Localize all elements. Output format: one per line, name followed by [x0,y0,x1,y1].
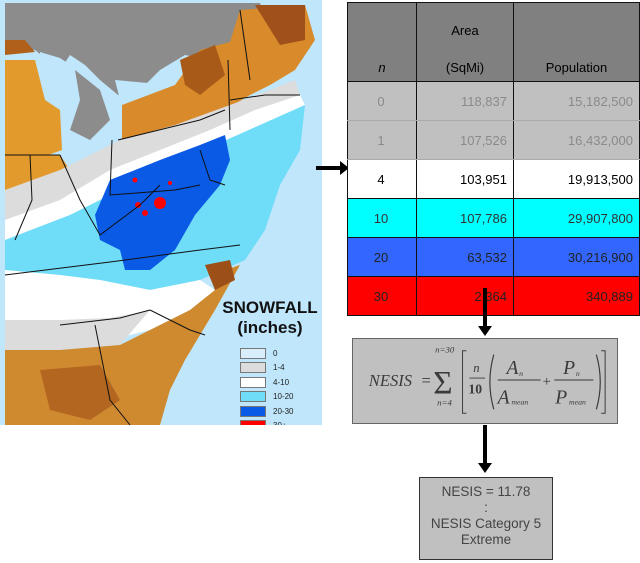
table-row: 30 2,364 340,889 [347,276,640,316]
svg-text:=: = [422,371,431,390]
nesis-formula-box: NESIS = Σ n=30 n=4 n 10 A n A mean + P n… [352,338,618,424]
svg-text:P: P [562,358,575,379]
table-row: 4 103,951 19,913,500 [347,159,640,199]
arrow-right-icon [316,161,349,175]
header-n: n [347,2,417,82]
header-population: Population [513,2,640,82]
legend-item: 0 [240,346,318,361]
table-row: 0 118,837 15,182,500 [347,81,640,121]
legend-item: 30+ [240,419,318,425]
map-graphic [4,3,315,425]
svg-text:mean: mean [511,397,528,406]
legend-item: 1-4 [240,361,318,376]
arrow-down-icon [478,425,492,473]
svg-text:n=30: n=30 [435,345,455,355]
nesis-value: NESIS = 11.78 [441,484,531,499]
svg-text:n: n [576,369,580,378]
legend-item: 20-30 [240,404,318,419]
svg-text:n=4: n=4 [437,397,452,407]
svg-text:A: A [496,387,510,408]
legend-title: SNOWFALL [222,298,318,317]
nesis-category-label: Extreme [460,532,512,547]
table-row: 20 63,532 30,216,900 [347,237,640,277]
svg-text:P: P [554,387,567,408]
legend-item: 10-20 [240,390,318,405]
legend-swatch [240,376,266,388]
legend-item: 4-10 [240,375,318,390]
svg-text:n: n [473,361,479,375]
arrow-down-icon [478,288,492,336]
svg-text:n: n [519,369,523,378]
nesis-table: n Area (SqMi) Population 0 118,837 15,18… [347,2,640,316]
legend-swatch [240,391,266,403]
table-row: 1 107,526 16,432,000 [347,120,640,160]
legend-swatch [240,420,266,425]
nesis-formula: NESIS = Σ n=30 n=4 n 10 A n A mean + P n… [368,345,606,414]
table-row: 10 107,786 29,907,800 [347,198,640,238]
legend-units: (inches) [237,318,303,337]
nesis-category: NESIS Category 5 [430,516,542,531]
table-header-row: n Area (SqMi) Population [347,2,640,82]
legend-swatch [240,347,266,359]
svg-text:10: 10 [468,382,482,397]
legend-swatch [240,405,266,417]
header-area: Area (SqMi) [416,2,514,82]
nesis-result-box: NESIS = 11.78 : NESIS Category 5 Extreme [419,477,553,560]
snowfall-legend: SNOWFALL (inches) 0 1-4 4-10 10-20 20-30… [222,298,318,425]
svg-text:A: A [504,358,518,379]
svg-text:+: + [543,374,551,390]
sigma-icon: Σ [433,365,452,402]
snowfall-map: SNOWFALL (inches) 0 1-4 4-10 10-20 20-30… [0,0,322,425]
legend-swatch [240,362,266,374]
svg-text:NESIS: NESIS [368,371,413,390]
svg-text:mean: mean [569,397,586,406]
result-separator: : [484,500,488,515]
